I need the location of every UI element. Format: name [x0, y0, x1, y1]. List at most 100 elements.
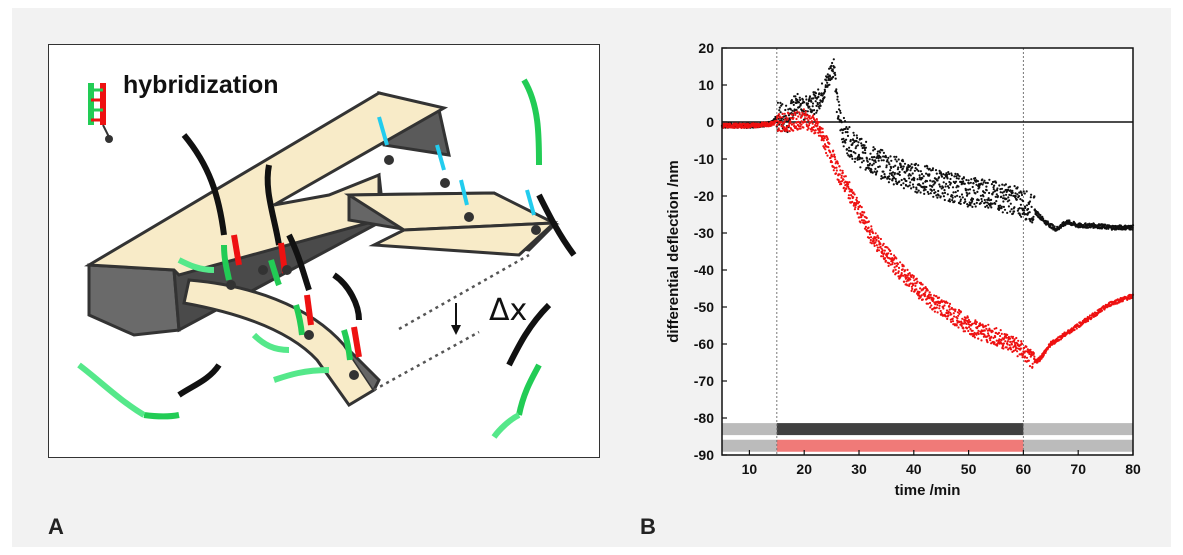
point-red [910, 289, 913, 292]
point-black [836, 95, 839, 98]
point-black [1028, 200, 1032, 203]
point-black [1002, 194, 1005, 197]
point-black [862, 151, 865, 154]
point-black [864, 151, 867, 155]
point-red [900, 273, 903, 276]
point-red [969, 328, 972, 331]
point-red [825, 151, 828, 155]
point-black [834, 77, 837, 80]
point-black [994, 202, 997, 205]
point-black [851, 142, 854, 145]
point-black [1024, 206, 1027, 210]
point-black [883, 173, 886, 176]
point-black [1020, 215, 1023, 218]
point-black [846, 131, 849, 134]
point-red [854, 206, 857, 209]
point-black [912, 186, 915, 189]
point-red [928, 301, 932, 305]
point-red [998, 338, 1001, 341]
point-red [900, 272, 903, 275]
x-tick-label: 80 [1125, 461, 1141, 477]
point-black [882, 159, 885, 162]
point-black [889, 169, 892, 172]
point-black [942, 195, 946, 198]
point-black [868, 158, 871, 161]
point-red [831, 155, 834, 158]
point-black [1002, 205, 1006, 208]
point-black [871, 171, 874, 174]
point-red [857, 201, 861, 204]
point-red [821, 127, 824, 130]
point-black [908, 184, 911, 187]
x-tick-label: 10 [742, 461, 758, 477]
point-red [781, 116, 784, 119]
point-black [1016, 193, 1019, 196]
point-black [993, 184, 996, 187]
point-black [931, 185, 934, 188]
point-black [1011, 212, 1015, 215]
point-red [910, 285, 914, 288]
point-red [794, 111, 797, 114]
point-red [1000, 339, 1003, 342]
point-black [835, 88, 838, 91]
point-red [912, 275, 915, 278]
point-black [990, 206, 993, 209]
x-axis-label: time /min [895, 482, 961, 499]
point-red [910, 275, 913, 278]
point-black [983, 191, 987, 194]
point-red [817, 121, 820, 124]
point-red [823, 136, 826, 140]
point-black [787, 108, 790, 111]
point-red [1013, 341, 1017, 344]
point-black [957, 177, 960, 180]
point-black [808, 95, 812, 98]
point-red [953, 315, 956, 318]
point-black [967, 182, 971, 185]
point-black [994, 181, 998, 184]
point-black [1016, 209, 1020, 212]
point-black [946, 193, 949, 196]
point-red [914, 284, 917, 287]
point-black [842, 145, 845, 148]
point-black [856, 158, 859, 161]
point-black [890, 159, 893, 162]
point-black [917, 169, 920, 173]
point-black [905, 184, 908, 187]
point-black [852, 131, 855, 134]
point-black [936, 196, 939, 199]
point-black [799, 102, 803, 106]
point-red [982, 335, 986, 338]
point-black [925, 172, 928, 175]
point-black [1000, 195, 1003, 198]
point-red [868, 233, 872, 236]
point-red [868, 236, 871, 239]
point-black [850, 150, 853, 153]
point-red [937, 296, 941, 299]
point-black [989, 204, 992, 207]
point-black [1020, 207, 1023, 210]
point-black [948, 200, 952, 203]
point-black [839, 111, 842, 114]
point-red [987, 323, 990, 326]
point-black [925, 185, 928, 189]
point-red [1100, 309, 1104, 312]
point-black [967, 188, 970, 191]
point-red [891, 257, 894, 260]
point-red [846, 183, 850, 186]
point-red [933, 294, 936, 297]
point-black [864, 146, 868, 149]
point-black [973, 202, 976, 206]
point-red [913, 279, 916, 282]
point-black [879, 151, 882, 154]
point-black [808, 105, 811, 108]
point-red [971, 322, 974, 325]
deflection-arrow [451, 303, 461, 335]
point-black [922, 189, 926, 192]
point-red [1025, 356, 1029, 359]
point-black [925, 180, 929, 183]
point-black [893, 176, 896, 179]
point-black [1014, 192, 1017, 195]
point-black [943, 191, 947, 194]
point-red [870, 242, 874, 245]
panel-a-label: A [48, 514, 64, 539]
